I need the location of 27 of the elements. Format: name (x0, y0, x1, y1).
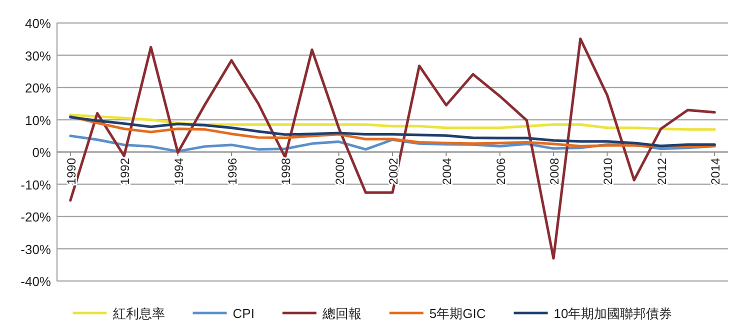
x-tick-label: 2002 (386, 158, 400, 185)
y-tick-label: 20% (24, 80, 52, 96)
legend-label: CPI (232, 306, 254, 321)
y-tick-label: 40% (24, 16, 52, 31)
x-tick-label: 2014 (708, 158, 723, 185)
y-tick-label: -30% (20, 242, 52, 257)
y-tick-label: -40% (20, 274, 52, 289)
x-tick-label: 1992 (118, 158, 132, 185)
legend-label: 紅利息率 (112, 306, 165, 321)
x-tick-label: 2006 (494, 158, 508, 185)
x-tick-label: 2010 (601, 158, 616, 185)
x-tick-label: 1996 (225, 158, 240, 185)
x-tick-label: 2000 (332, 158, 347, 185)
y-tick-label: 0% (32, 145, 52, 160)
legend-label: 10年期加國聯邦債券 (554, 306, 672, 321)
x-tick-label: 2008 (548, 158, 562, 185)
x-tick-label: 2012 (654, 158, 669, 185)
y-tick-label: 10% (24, 112, 52, 128)
y-tick-label: -10% (20, 177, 52, 192)
legend-label: 總回報 (321, 306, 362, 321)
x-tick-label: 1990 (64, 158, 78, 185)
x-tick-label: 2004 (440, 158, 454, 185)
x-tick-label: 1994 (172, 158, 186, 185)
x-tick-label: 1998 (279, 158, 294, 185)
y-tick-label: -20% (20, 210, 52, 224)
y-tick-label: 30% (24, 48, 52, 64)
legend-label: 5年期GIC (429, 306, 486, 321)
